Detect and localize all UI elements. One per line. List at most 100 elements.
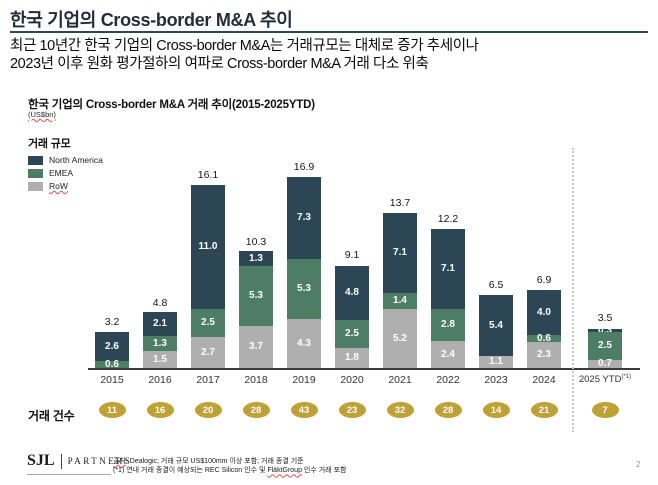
bar-total-label: 12.2 (437, 213, 459, 225)
deal-counts-label: 거래 건수 (28, 409, 75, 423)
logo-divider (60, 453, 62, 469)
bar-segment-row: 1.5 (143, 351, 177, 368)
badge-slot: 16 (136, 402, 184, 418)
x-axis-label-2016: 2016 (148, 374, 172, 386)
segment-value-label: 7.1 (393, 247, 407, 258)
x-axis-labels: 2015 2016 2017 2018 2019 2020 2021 2022 2023 2024… (88, 374, 642, 386)
legend-label-north-america: North America (49, 155, 103, 165)
badge-slot: 14 (472, 402, 520, 418)
stacked-bar: 1.1 5.4 (479, 295, 513, 368)
bar-column-2015: 3.2 0.6 2.6 (88, 150, 136, 370)
bar-segment-emea: 2.5 (588, 332, 622, 360)
badge-slot: 43 (280, 402, 328, 418)
chart-legend: 거래 규모 North America EMEA RoW (28, 135, 103, 194)
x-axis-label-2023: 2023 (484, 374, 508, 386)
plot-area: 3.2 0.6 2.6 4.8 1.5 1.3 2.1 16.1 2.7 2.5 11.0 10.3 3… (88, 150, 642, 370)
segment-value-label: 1.3 (249, 252, 263, 264)
bar-segment-emea: 0.6 (527, 333, 561, 343)
bar-segment-north-america: 2.1 (143, 312, 177, 336)
stacked-bar: 2.3 0.6 4.0 (527, 290, 561, 368)
x-axis-label-2019: 2019 (292, 374, 316, 386)
bar-segment-row: 2.7 (191, 337, 225, 368)
bar-segment-emea: 5.3 (239, 266, 273, 326)
bar-column-2018: 10.3 3.7 5.3 1.3 (232, 150, 280, 370)
stacked-bar: 3.7 5.3 1.3 (239, 251, 273, 368)
bar-segment-north-america: 0.3 (588, 325, 622, 335)
logo-partners-text: PARTNERS (67, 456, 133, 466)
x-axis-label-2021: 2021 (388, 374, 412, 386)
badge-slot: 7 (568, 402, 642, 418)
segment-value-label: 2.8 (441, 319, 455, 330)
x-axis-label-2022: 2022 (436, 374, 460, 386)
legend-title: 거래 규모 (28, 138, 71, 150)
legend-item-north-america: North America (28, 155, 103, 165)
x-axis-label-2020: 2020 (340, 374, 364, 386)
bar-segment-north-america: 2.6 (95, 332, 129, 361)
segment-value-label: 2.5 (201, 317, 215, 328)
ytd-separator-line (572, 148, 574, 432)
legend-item-emea: EMEA (28, 168, 103, 178)
bar-segment-row: 4.3 (287, 319, 321, 368)
bar-segment-row: 2.4 (431, 341, 465, 368)
segment-value-label: 0.6 (105, 358, 119, 370)
segment-value-label: 1.8 (345, 352, 359, 363)
segment-value-label: 2.6 (105, 340, 119, 352)
deal-count-badge: 14 (482, 402, 510, 418)
deal-count-badge: 28 (242, 402, 270, 418)
badge-slot: 23 (328, 402, 376, 418)
subtitle-line-2: 2023년 이후 원화 평가절하의 여파로 Cross-border M&A 거… (10, 55, 429, 72)
bar-segment-emea: 1.4 (383, 293, 417, 309)
bar-segment-emea: 5.3 (287, 259, 321, 319)
x-axis-label-2017: 2017 (196, 374, 220, 386)
logo-underline (27, 474, 111, 475)
segment-value-label: 2.5 (598, 340, 612, 351)
deal-count-badge: 43 (290, 402, 318, 418)
chart-title: 한국 기업의 Cross-border M&A 거래 추이(2015-2025Y… (28, 99, 315, 111)
bar-segment-row: 1.8 (335, 348, 369, 368)
segment-value-label: 7.3 (297, 212, 311, 223)
deal-count-badge: 23 (338, 402, 366, 418)
segment-value-label: 5.3 (249, 290, 263, 301)
badge-slot: 20 (184, 402, 232, 418)
page-title: 한국 기업의 Cross-border M&A 추이 (10, 10, 293, 30)
source-footnotes: 출처: Dealogic; 거래 규모 US$100mm 이상 포함; 거래 종… (113, 457, 533, 476)
segment-value-label: 2.7 (201, 346, 215, 358)
bar-total-label: 10.3 (245, 236, 267, 248)
bar-segment-north-america: 5.4 (479, 295, 513, 356)
page-number: 2 (636, 460, 641, 469)
segment-value-label: 4.0 (537, 306, 551, 318)
stacked-bar: 1.5 1.3 2.1 (143, 312, 177, 368)
bar-segment-emea: 2.8 (431, 309, 465, 341)
bar-column-2023: 6.5 1.1 5.4 (472, 150, 520, 370)
segment-value-label: 4.8 (345, 287, 359, 298)
bar-total-label: 6.5 (488, 279, 504, 291)
badge-slot: 28 (232, 402, 280, 418)
bar-total-label: 16.9 (293, 161, 315, 173)
footnote-source-line: 출처: Dealogic; 거래 규모 US$100mm 이상 포함; 거래 종… (113, 458, 304, 465)
bar-total-label: 16.1 (197, 169, 219, 181)
deal-count-badge: 16 (146, 402, 174, 418)
stacked-bar: 0.6 2.6 (95, 332, 129, 370)
deal-count-badge: 11 (98, 402, 126, 418)
segment-value-label: 1.5 (153, 353, 167, 365)
bar-column-2019: 16.9 4.3 5.3 7.3 (280, 150, 328, 370)
segment-value-label: 11.0 (198, 241, 218, 252)
badge-slot: 32 (376, 402, 424, 418)
bar-segment-emea: 0.6 (95, 358, 129, 370)
segment-value-label: 2.4 (441, 348, 455, 360)
chart-unit-label: (US$bn) (28, 110, 56, 119)
badge-slot: 28 (424, 402, 472, 418)
stacked-bar: 5.2 1.4 7.1 (383, 213, 417, 368)
segment-value-label: 1.1 (489, 356, 503, 367)
bar-segment-row: 1.1 (479, 356, 513, 368)
stacked-bar: 4.3 5.3 7.3 (287, 177, 321, 368)
bar-segment-emea: 2.5 (335, 320, 369, 348)
segment-value-label: 2.5 (345, 328, 359, 339)
badge-slot: 11 (88, 402, 136, 418)
bar-segment-north-america: 7.1 (383, 213, 417, 293)
stacked-bar-chart: 3.2 0.6 2.6 4.8 1.5 1.3 2.1 16.1 2.7 2.5 11.0 10.3 3… (88, 150, 642, 418)
stacked-bar: 1.8 2.5 4.8 (335, 266, 369, 368)
bar-segment-north-america: 11.0 (191, 185, 225, 309)
legend-label-row: RoW (49, 181, 68, 191)
bar-total-label: 9.1 (344, 249, 360, 261)
